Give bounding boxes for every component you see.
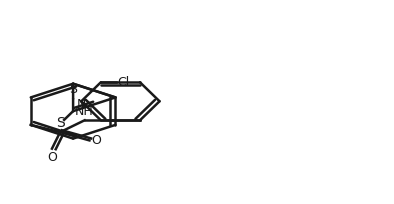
Text: S: S [69,83,77,96]
Text: S: S [56,116,65,130]
Text: N: N [77,99,86,111]
Text: O: O [47,151,57,164]
Text: O: O [91,134,101,147]
Text: NH: NH [75,105,94,119]
Text: Cl: Cl [117,76,129,89]
